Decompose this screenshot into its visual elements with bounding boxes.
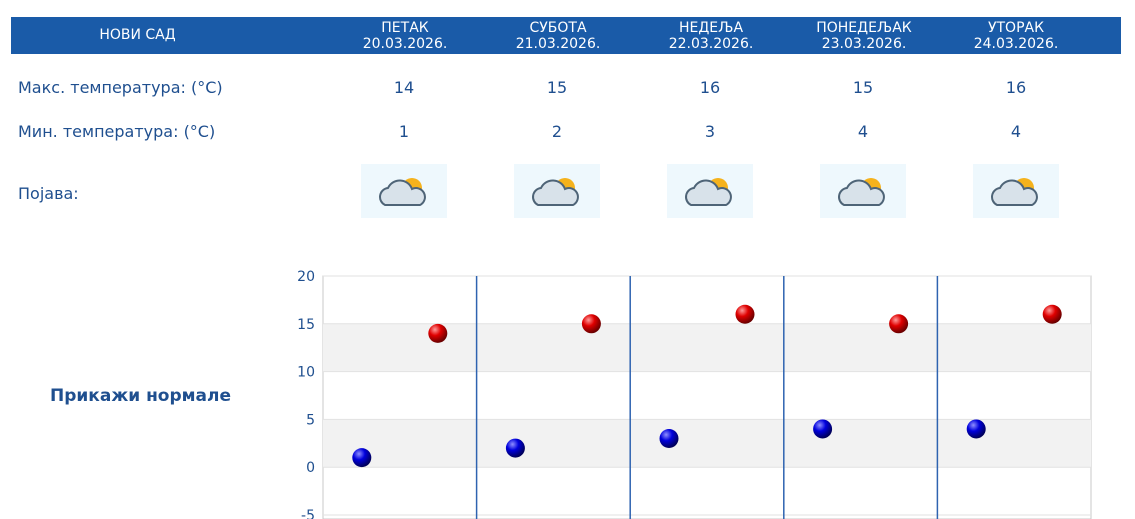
max-temp-value: 15 bbox=[546, 78, 568, 97]
max-temp-value: 16 bbox=[1005, 78, 1027, 97]
day-date: 20.03.2026. bbox=[362, 36, 448, 52]
max-temp-point[interactable] bbox=[581, 314, 601, 334]
y-tick-label: -5 bbox=[301, 508, 315, 519]
grid-band bbox=[323, 323, 1091, 372]
max-temp-value: 14 bbox=[393, 78, 415, 97]
max-temp-point[interactable] bbox=[889, 314, 909, 334]
y-tick-label: 20 bbox=[297, 269, 315, 285]
y-tick-label: 5 bbox=[306, 412, 315, 428]
min-temp-point[interactable] bbox=[505, 438, 525, 458]
temperature-chart: 20 15 10 5 0 -5 bbox=[297, 269, 1092, 519]
cloud-sun-icon bbox=[667, 164, 753, 218]
day-date: 21.03.2026. bbox=[515, 36, 601, 52]
cloud-sun-icon bbox=[820, 164, 906, 218]
day-name: ПОНЕДЕЉАК bbox=[816, 20, 912, 36]
min-temp-value: 2 bbox=[551, 122, 563, 141]
min-temp-point[interactable] bbox=[813, 419, 833, 439]
show-normals-button[interactable]: Прикажи нормале bbox=[50, 386, 232, 406]
cloud-sun-icon bbox=[361, 164, 447, 218]
max-temp-value: 16 bbox=[699, 78, 721, 97]
min-temp-point[interactable] bbox=[352, 448, 372, 468]
y-tick-label: 0 bbox=[306, 460, 315, 476]
city-name: НОВИ САД bbox=[99, 27, 176, 43]
day-name: УТОРАК bbox=[987, 20, 1045, 36]
phenomenon-label: Појава: bbox=[18, 184, 79, 203]
day-name: ПЕТАК bbox=[381, 20, 429, 36]
min-temp-label: Мин. температура: (°C) bbox=[18, 122, 216, 141]
min-temp-point[interactable] bbox=[966, 419, 986, 439]
max-temp-label: Макс. температура: (°C) bbox=[18, 78, 223, 97]
max-temp-value: 15 bbox=[852, 78, 874, 97]
min-temp-value: 4 bbox=[1010, 122, 1022, 141]
min-temp-point[interactable] bbox=[659, 429, 679, 449]
y-tick-label: 10 bbox=[297, 365, 315, 381]
day-header: НЕДЕЉА 22.03.2026. bbox=[636, 20, 786, 52]
day-header: УТОРАК 24.03.2026. bbox=[941, 20, 1091, 52]
plot-area bbox=[322, 275, 1092, 519]
min-temp-value: 1 bbox=[398, 122, 410, 141]
grid-band bbox=[323, 419, 1091, 468]
day-name: НЕДЕЉА bbox=[678, 20, 744, 36]
forecast-header: НОВИ САД ПЕТАК 20.03.2026. СУБОТА 21.03.20… bbox=[11, 17, 1121, 54]
cloud-sun-icon bbox=[973, 164, 1059, 218]
max-temp-point[interactable] bbox=[735, 304, 755, 324]
min-temp-value: 4 bbox=[857, 122, 869, 141]
day-date: 22.03.2026. bbox=[668, 36, 754, 52]
max-temp-point[interactable] bbox=[428, 323, 448, 343]
max-temp-point[interactable] bbox=[1042, 304, 1062, 324]
cloud-sun-icon bbox=[514, 164, 600, 218]
day-header: ПЕТАК 20.03.2026. bbox=[330, 20, 480, 52]
day-name: СУБОТА bbox=[529, 20, 587, 36]
day-date: 24.03.2026. bbox=[973, 36, 1059, 52]
min-temp-value: 3 bbox=[704, 122, 716, 141]
day-header: ПОНЕДЕЉАК 23.03.2026. bbox=[789, 20, 939, 52]
day-header: СУБОТА 21.03.2026. bbox=[483, 20, 633, 52]
y-tick-label: 15 bbox=[297, 317, 315, 333]
day-date: 23.03.2026. bbox=[821, 36, 907, 52]
